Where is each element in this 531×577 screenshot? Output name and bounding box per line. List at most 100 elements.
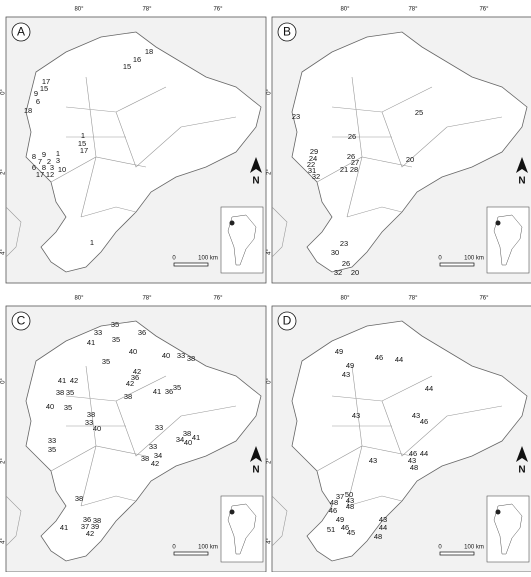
- site-label: 41: [153, 387, 161, 396]
- site-label: 38: [93, 516, 101, 525]
- scale-zero: 0: [438, 545, 442, 551]
- latitude-label: 0°: [1, 89, 7, 95]
- site-label: 41: [60, 523, 68, 532]
- longitude-label: 80°: [74, 7, 84, 13]
- site-label: 20: [351, 268, 359, 277]
- longitude-label: 80°: [74, 296, 84, 302]
- site-label: 17: [36, 170, 44, 179]
- site-label: 35: [48, 445, 56, 454]
- site-label: 50: [345, 490, 353, 499]
- site-label: 38: [56, 388, 64, 397]
- site-label: 9: [42, 150, 46, 159]
- site-label: 42: [70, 376, 78, 385]
- site-label: 8: [32, 152, 36, 161]
- site-label: 21: [340, 165, 348, 174]
- latitude-label: 2°: [267, 458, 273, 464]
- latitude-label: 0°: [267, 378, 273, 384]
- site-label: 40: [162, 351, 170, 360]
- site-label: 48: [330, 498, 338, 507]
- longitude-label: 78°: [408, 7, 418, 13]
- site-label: 6: [32, 163, 36, 172]
- site-label: 43: [408, 456, 416, 465]
- longitude-label: 78°: [142, 7, 152, 13]
- site-label: 30: [331, 248, 339, 257]
- site-label: 48: [374, 532, 382, 541]
- site-label: 36: [83, 515, 91, 524]
- latitude-label: 2°: [267, 169, 273, 175]
- site-label: 42: [133, 367, 141, 376]
- site-label: 24: [309, 154, 317, 163]
- site-label: 23: [340, 239, 348, 248]
- latitude-label: 4°: [267, 538, 273, 544]
- scale-distance: 100 km: [464, 256, 484, 262]
- site-label: 41: [58, 376, 66, 385]
- site-label: 33: [94, 328, 102, 337]
- site-label: 17: [80, 146, 88, 155]
- longitude-label: 76°: [479, 296, 489, 302]
- site-label: 34: [176, 435, 184, 444]
- site-label: 26: [348, 132, 356, 141]
- site-label: 35: [112, 335, 120, 344]
- panel-letter: B: [283, 25, 291, 39]
- site-label: 23: [292, 112, 300, 121]
- map-panel: D N 0 100 km 80° 78° 76° 0° 2° 4°: [267, 296, 531, 573]
- site-label: 48: [410, 463, 418, 472]
- site-label: 44: [379, 523, 387, 532]
- latitude-label: 0°: [267, 89, 273, 95]
- site-label: 20: [406, 155, 414, 164]
- longitude-label: 76°: [213, 7, 223, 13]
- site-label: 27: [351, 158, 359, 167]
- panel-letter: D: [283, 314, 292, 328]
- site-label: 36: [165, 387, 173, 396]
- site-label: 1: [90, 238, 94, 247]
- site-label: 49: [336, 515, 344, 524]
- site-label: 31: [308, 166, 316, 175]
- site-label: 46: [420, 417, 428, 426]
- site-label: 10: [58, 165, 66, 174]
- site-label: 25: [415, 108, 423, 117]
- site-label: 43: [342, 370, 350, 379]
- north-label: N: [252, 465, 259, 476]
- site-label: 12: [46, 170, 54, 179]
- site-label: 16: [133, 55, 141, 64]
- site-label: 43: [346, 496, 354, 505]
- site-label: 46: [409, 449, 417, 458]
- scale-distance: 100 km: [464, 545, 484, 551]
- longitude-label: 78°: [408, 296, 418, 302]
- longitude-label: 80°: [340, 296, 350, 302]
- site-label: 35: [64, 403, 72, 412]
- site-label: 38: [141, 454, 149, 463]
- site-label: 1: [56, 149, 60, 158]
- site-label: 44: [420, 449, 428, 458]
- site-label: 40: [184, 438, 192, 447]
- site-label: 3: [50, 163, 54, 172]
- scale-zero: 0: [172, 545, 176, 551]
- site-label: 38: [187, 354, 195, 363]
- site-label: 15: [78, 139, 86, 148]
- site-label: 46: [329, 506, 337, 515]
- map-base: [271, 305, 531, 573]
- map-panel: A N 0 100 km 80° 78° 76° 0° 2° 4°: [1, 7, 267, 284]
- site-label: 40: [46, 402, 54, 411]
- site-label: 1: [81, 131, 85, 140]
- scale-zero: 0: [438, 256, 442, 262]
- site-label: 35: [66, 388, 74, 397]
- site-label: 28: [350, 165, 358, 174]
- site-label: 26: [347, 152, 355, 161]
- site-label: 15: [123, 62, 131, 71]
- site-label: 33: [155, 423, 163, 432]
- latitude-label: 2°: [1, 169, 7, 175]
- site-label: 46: [341, 523, 349, 532]
- site-label: 36: [138, 328, 146, 337]
- site-label: 6: [36, 97, 40, 106]
- site-label: 38: [183, 429, 191, 438]
- site-label: 18: [145, 47, 153, 56]
- site-label: 17: [42, 77, 50, 86]
- site-label: 42: [86, 529, 94, 538]
- site-label: 45: [347, 528, 355, 537]
- panel-letter: A: [17, 25, 25, 39]
- site-label: 34: [154, 451, 162, 460]
- site-label: 32: [312, 172, 320, 181]
- latitude-label: 4°: [1, 249, 7, 255]
- site-label: 41: [87, 338, 95, 347]
